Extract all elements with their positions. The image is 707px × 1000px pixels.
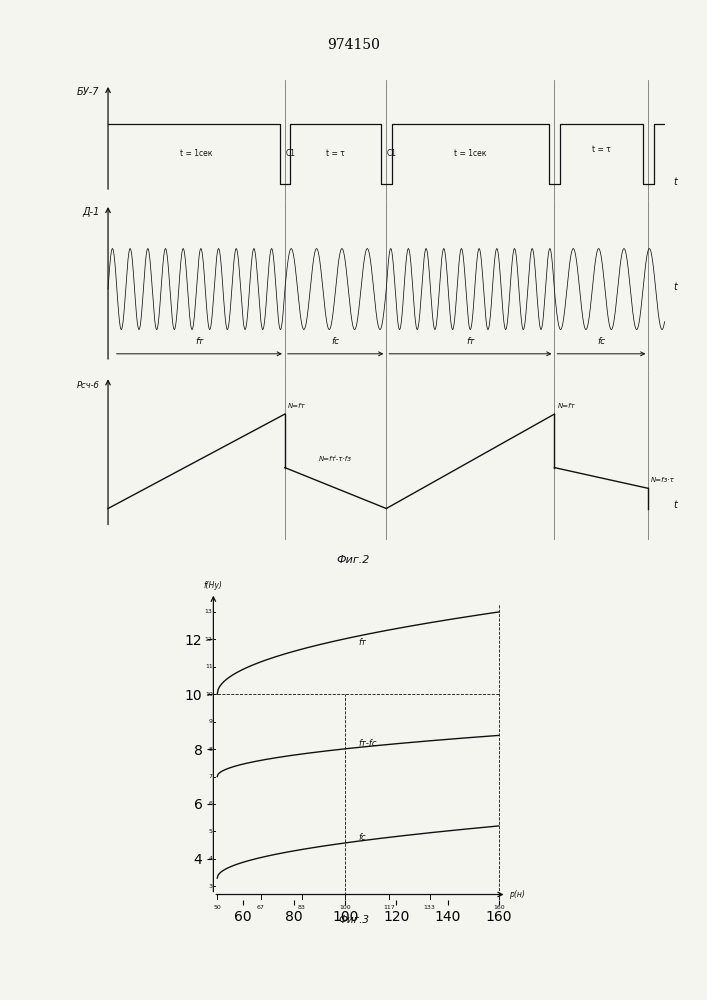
Text: N=fт́-τ·fз: N=fт́-τ·fз	[319, 456, 352, 462]
Text: fс: fс	[358, 833, 366, 842]
Text: fс: fс	[597, 337, 605, 346]
Text: N=fт: N=fт	[288, 403, 305, 409]
Text: fт: fт	[466, 337, 474, 346]
Text: БУ-7: БУ-7	[77, 87, 99, 97]
Text: С1: С1	[286, 149, 296, 158]
Text: 11: 11	[205, 664, 213, 669]
Text: 67: 67	[257, 905, 264, 910]
Text: 100: 100	[339, 905, 351, 910]
Text: Фиг.3: Фиг.3	[338, 915, 369, 925]
Text: t: t	[673, 177, 677, 187]
Text: 5: 5	[209, 829, 213, 834]
Text: 133: 133	[423, 905, 436, 910]
Text: p(н): p(н)	[509, 890, 525, 899]
Text: 974150: 974150	[327, 38, 380, 52]
Text: 83: 83	[298, 905, 305, 910]
Text: t = τ: t = τ	[592, 145, 611, 154]
Text: 117: 117	[383, 905, 395, 910]
Text: 9: 9	[209, 719, 213, 724]
Text: t: t	[673, 282, 677, 292]
Text: fт: fт	[358, 638, 366, 647]
Text: fт: fт	[195, 337, 204, 346]
Text: t = τ: t = τ	[326, 149, 345, 158]
Text: 4: 4	[209, 856, 213, 861]
Text: 6: 6	[209, 801, 213, 806]
Text: Д-1: Д-1	[82, 207, 99, 217]
Text: 3: 3	[209, 884, 213, 889]
Text: 8: 8	[209, 747, 213, 752]
Text: 13: 13	[205, 609, 213, 614]
Text: 7: 7	[209, 774, 213, 779]
Text: Фиг.2: Фиг.2	[337, 555, 370, 565]
Text: 10: 10	[205, 692, 213, 697]
Text: Рсч-б: Рсч-б	[76, 381, 99, 390]
Text: fт-fс: fт-fс	[358, 739, 377, 748]
Text: 50: 50	[214, 905, 221, 910]
Text: 12: 12	[205, 637, 213, 642]
Text: t = 1сек: t = 1сек	[180, 149, 213, 158]
Text: t: t	[673, 500, 677, 510]
Text: N=fт: N=fт	[557, 403, 575, 409]
Text: N=fз·τ: N=fз·τ	[651, 477, 675, 483]
Text: f(Ну): f(Ну)	[204, 581, 223, 590]
Text: t = 1сек: t = 1сек	[454, 149, 486, 158]
Text: С1: С1	[387, 149, 397, 158]
Text: 160: 160	[493, 905, 505, 910]
Text: fс: fс	[332, 337, 339, 346]
